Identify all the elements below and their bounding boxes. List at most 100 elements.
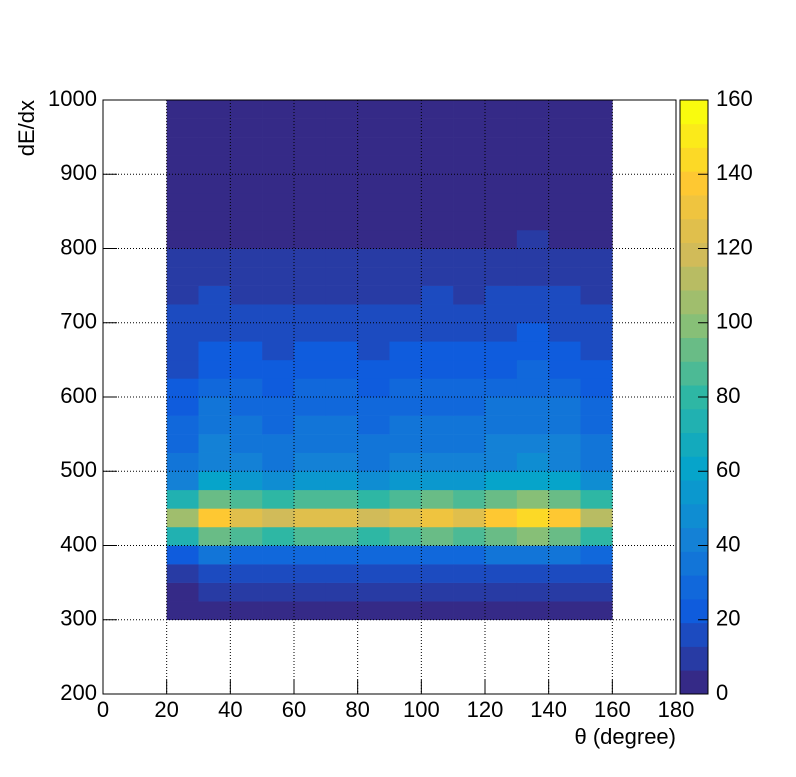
heatmap-cell	[389, 285, 422, 305]
heatmap-cell	[198, 359, 231, 379]
heatmap-cell	[453, 359, 486, 379]
heatmap-cell	[262, 285, 295, 305]
heatmap-cell	[580, 359, 613, 379]
heatmap-cell	[453, 601, 486, 621]
heatmap-cell	[198, 471, 231, 491]
heatmap-cell	[166, 526, 199, 546]
heatmap-cell	[516, 155, 549, 175]
heatmap-cell	[516, 100, 549, 119]
heatmap-cell	[421, 118, 454, 138]
heatmap-cell	[262, 545, 295, 565]
heatmap-cell	[325, 452, 358, 472]
heatmap-cell	[357, 211, 390, 231]
heatmap-cell	[516, 564, 549, 583]
color-bar-label: 160	[716, 86, 753, 111]
heatmap-cell	[548, 471, 581, 491]
heatmap-cell	[580, 526, 613, 546]
color-bar-step	[680, 123, 708, 148]
heatmap-cell	[230, 267, 263, 286]
heatmap-cell	[421, 378, 454, 398]
heatmap-cell	[453, 471, 486, 491]
heatmap-cell	[421, 545, 454, 565]
x-tick-label: 120	[467, 697, 504, 722]
heatmap-cell	[389, 434, 422, 453]
heatmap-cell	[230, 526, 263, 546]
heatmap-cell	[421, 100, 454, 119]
color-bar-label: 120	[716, 234, 753, 259]
color-bar	[679, 99, 709, 695]
heatmap-cell	[198, 545, 231, 565]
heatmap-cell	[580, 341, 613, 361]
heatmap-cell	[198, 601, 231, 621]
heatmap-cell	[166, 155, 199, 175]
heatmap-cell	[421, 137, 454, 156]
heatmap-cell	[453, 137, 486, 156]
y-axis-label: dE/dx	[14, 100, 39, 156]
heatmap-cell	[516, 322, 549, 342]
heatmap-cell	[166, 267, 199, 286]
heatmap-cell	[198, 397, 231, 416]
heatmap-cell	[580, 601, 613, 621]
heatmap-cell	[166, 564, 199, 583]
heatmap-cell	[421, 601, 454, 621]
heatmap-cell	[548, 229, 581, 249]
heatmap-cell	[548, 100, 581, 119]
heatmap-cell	[325, 341, 358, 361]
heatmap-cell	[389, 304, 422, 324]
heatmap-cell	[166, 137, 199, 156]
heatmap-cell	[516, 137, 549, 156]
x-tick-label: 40	[218, 697, 242, 722]
heatmap-cell	[357, 545, 390, 565]
heatmap-cell	[357, 267, 390, 286]
heatmap-cell	[580, 285, 613, 305]
heatmap-cell	[548, 452, 581, 472]
heatmap-cell	[357, 397, 390, 416]
heatmap-cell	[294, 471, 327, 491]
heatmap-cell	[389, 545, 422, 565]
heatmap-cell	[166, 489, 199, 509]
heatmap-cell	[389, 229, 422, 249]
heatmap-cell	[548, 192, 581, 212]
heatmap-cell	[294, 545, 327, 565]
heatmap-cell	[230, 434, 263, 453]
heatmap-cell	[453, 174, 486, 194]
heatmap-cell	[294, 174, 327, 194]
heatmap-cell	[262, 174, 295, 194]
heatmap-cell	[516, 248, 549, 268]
color-bar-label: 100	[716, 309, 753, 334]
heatmap-cell	[421, 415, 454, 435]
heatmap-cell	[516, 471, 549, 491]
heatmap-cell	[262, 137, 295, 156]
heatmap-cell	[230, 118, 263, 138]
heatmap-cell	[548, 137, 581, 156]
heatmap-cell	[262, 192, 295, 212]
heatmap-cell	[262, 415, 295, 435]
heatmap-cell	[548, 526, 581, 546]
heatmap-cell	[485, 415, 518, 435]
heatmap-cell	[421, 452, 454, 472]
heatmap-cell	[453, 248, 486, 268]
heatmap-cell	[325, 192, 358, 212]
heatmap-cell	[580, 582, 613, 602]
y-tick-label: 800	[60, 234, 97, 259]
heatmap-cell	[325, 211, 358, 231]
heatmap-cell	[198, 229, 231, 249]
heatmap-cell	[294, 489, 327, 509]
heatmap-cell	[198, 285, 231, 305]
heatmap-cell	[389, 526, 422, 546]
heatmap-cell	[166, 174, 199, 194]
heatmap-cell	[453, 229, 486, 249]
heatmap-cell	[198, 100, 231, 119]
heatmap-cell	[230, 155, 263, 175]
heatmap-cell	[294, 118, 327, 138]
heatmap-cell	[294, 267, 327, 286]
heatmap-cell	[198, 192, 231, 212]
heatmap-cell	[294, 192, 327, 212]
heatmap-cell	[485, 601, 518, 621]
heatmap-cell	[294, 211, 327, 231]
heatmap-cell	[294, 378, 327, 398]
x-tick-label: 160	[594, 697, 631, 722]
heatmap-cell	[485, 434, 518, 453]
color-bar-step	[680, 313, 708, 338]
heatmap-cell	[357, 174, 390, 194]
